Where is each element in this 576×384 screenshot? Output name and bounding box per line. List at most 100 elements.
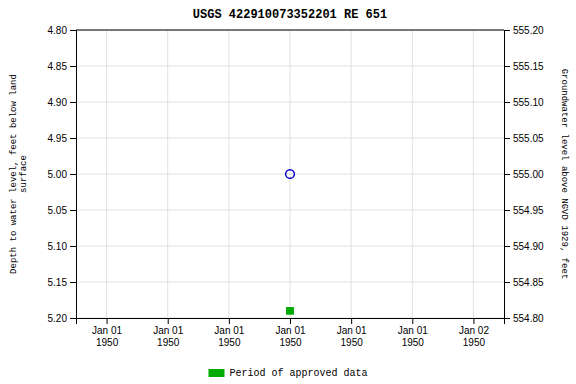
grid-line [106,30,107,318]
tick-mark [229,318,230,324]
tick: 4.90 [48,97,76,108]
tick-label: Jan 011950 [275,325,305,348]
legend-item: Period of approved data [208,368,367,379]
tick-mark [412,318,413,324]
tick-label: 4.90 [48,97,68,108]
tick-mark [70,246,76,247]
legend-label: Period of approved data [229,368,367,379]
tick: 555.15 [504,61,544,72]
tick: 5.05 [48,205,76,216]
plot: 4.80 4.85 4.90 4.95 5.00 5.05 5.10 5.15 5.20 555.… [48,25,544,348]
tick-label: 555.00 [513,169,544,180]
tick-mark [168,318,169,324]
tick-mark [70,102,76,103]
tick-mark [504,210,510,211]
tick: Jan 011950 [92,318,122,348]
grid-line [473,30,474,318]
tick-mark [70,30,76,31]
axis-line [505,31,511,319]
tick-label: Jan 011950 [92,325,122,348]
point [286,170,295,179]
tick-mark [504,282,510,283]
tick-label: 4.95 [48,133,68,144]
tick-label: 555.10 [513,97,544,108]
tick-label: 555.05 [513,133,544,144]
point [287,308,293,314]
tick-mark [473,318,474,324]
tick-mark [504,66,510,67]
tick-label: 5.00 [48,169,68,180]
tick: 554.80 [504,313,544,324]
tick: Jan 021950 [459,318,489,348]
chart: 4.80 4.85 4.90 4.95 5.00 5.05 5.10 5.15 5.20 555.… [0,0,576,384]
tick: 555.00 [504,169,544,180]
legend-swatch [208,369,224,377]
y2-axis: 555.20 555.15 555.10 555.05 555.00 554.95 554.… [504,25,544,324]
tick: Jan 011950 [214,318,244,348]
tick-mark [70,282,76,283]
tick-label: 554.80 [513,313,544,324]
tick: 5.00 [48,169,76,180]
tick-mark [504,138,510,139]
tick-mark [504,246,510,247]
title: USGS 422910073352201 RE 651 [193,8,387,22]
tick: Jan 011950 [153,318,183,348]
grid [76,30,504,318]
tick-mark [351,318,352,324]
tick: 5.20 [48,313,76,324]
tick-mark [504,102,510,103]
grid-line [167,30,168,318]
tick-label: Jan 011950 [398,325,428,348]
grid-line [290,30,291,318]
tick-label: 555.20 [513,25,544,36]
tick: 554.95 [504,205,544,216]
tick: 5.15 [48,277,76,288]
tick-mark [107,318,108,324]
marks [286,170,295,314]
axis-line [70,31,77,319]
tick: 554.85 [504,277,544,288]
frame [76,30,504,31]
grid-line [76,30,504,31]
grid-line [412,30,413,318]
tick-label: Jan 011950 [214,325,244,348]
tick-mark [290,318,291,324]
tick-label: Jan 011950 [153,325,183,348]
tick: 554.90 [504,241,544,252]
tick-label: 4.80 [48,25,68,36]
tick-label: 5.20 [48,313,68,324]
tick-label: Jan 021950 [459,325,489,348]
tick-label: 5.10 [48,241,68,252]
x-axis: Jan 011950 Jan 011950 Jan 011950 Jan 011950… [77,318,505,348]
tick-label: 554.95 [513,205,544,216]
tick-label: 5.05 [48,205,68,216]
tick-label: 5.15 [48,277,68,288]
tick-mark [70,210,76,211]
grid-line [228,30,229,318]
tick: Jan 011950 [398,318,428,348]
tick-mark [504,30,510,31]
tick: 555.05 [504,133,544,144]
tick: 4.85 [48,61,76,72]
tick-mark [70,174,76,175]
y-axis: 4.80 4.85 4.90 4.95 5.00 5.05 5.10 5.15 5.20 [48,25,77,324]
tick: Jan 011950 [275,318,305,348]
y2-axis-label: Groundwater level above NGVD 1929, feet [559,69,569,280]
tick-label: 554.90 [513,241,544,252]
grid-line [351,30,352,318]
tick-label: Jan 011950 [337,325,367,348]
tick: 555.10 [504,97,544,108]
tick: 4.80 [48,25,76,36]
y-axis-label: Depth to water level, feet below landsur… [9,74,29,274]
tick-mark [504,174,510,175]
legend: Period of approved data [208,368,367,379]
tick: 4.95 [48,133,76,144]
tick-mark [70,318,76,319]
tick: Jan 011950 [337,318,367,348]
tick-label: 555.15 [513,61,544,72]
axis-line [77,319,505,325]
tick-mark [70,138,76,139]
tick-label: 4.85 [48,61,68,72]
tick-label: 554.85 [513,277,544,288]
tick: 555.20 [504,25,544,36]
